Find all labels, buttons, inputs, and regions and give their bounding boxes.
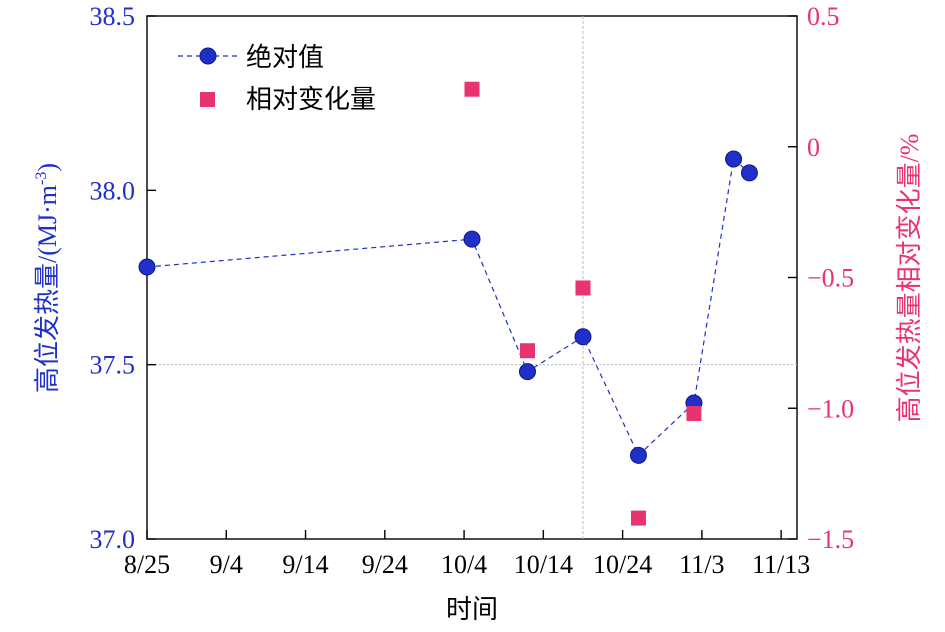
series-absolute-line	[146, 157, 750, 457]
series-absolute-point	[740, 164, 758, 182]
y-left-tick-label: 38.0	[90, 176, 136, 205]
legend-label-absolute: 绝对值	[246, 43, 324, 73]
series-relative-point	[686, 405, 702, 421]
x-tick-label: 10/24	[593, 550, 652, 579]
series-absolute-point	[463, 230, 481, 248]
x-tick-label: 11/3	[679, 550, 724, 579]
series-absolute-point	[138, 258, 156, 276]
y-axis-right: −1.5 −1.0 −0.5 0 0.5	[788, 2, 854, 554]
series-absolute	[138, 150, 758, 464]
y-left-tick-label: 37.5	[90, 351, 136, 380]
series-relative-point	[464, 81, 480, 97]
y-axis-left-title-close: )	[33, 163, 62, 172]
x-tick-label: 9/24	[362, 550, 408, 579]
x-tick-label: 8/25	[124, 550, 170, 579]
series-absolute-point	[629, 446, 647, 464]
x-tick-label: 9/14	[282, 550, 328, 579]
series-absolute-point	[574, 328, 592, 346]
x-tick-label: 11/13	[752, 550, 810, 579]
y-left-tick-label: 38.5	[90, 2, 136, 31]
y-right-tick-label: −1.0	[807, 394, 854, 423]
series-relative-point	[630, 510, 646, 526]
x-axis-title: 时间	[446, 595, 498, 624]
series-relative-point	[519, 343, 535, 359]
x-tick-label: 10/14	[514, 550, 573, 579]
x-tick-label: 9/4	[210, 550, 243, 579]
y-right-tick-label: −0.5	[807, 264, 854, 293]
series-absolute-point	[725, 150, 743, 168]
y-left-tick-label: 37.0	[90, 525, 136, 554]
y-axis-right-title: 高位发热量相对变化量/%	[895, 134, 924, 423]
series-relative	[464, 81, 702, 526]
legend-marker-relative	[200, 92, 215, 107]
y-right-tick-label: 0.5	[807, 2, 840, 31]
y-right-tick-label: −1.5	[807, 525, 854, 554]
y-axis-left: 37.0 37.5 38.0 38.5	[90, 2, 156, 554]
legend: 绝对值 相对变化量	[178, 43, 376, 115]
y-axis-left-title-main: 高位发热量/(MJ·m	[33, 185, 62, 393]
x-axis: 8/25 9/4 9/14 9/24 10/4 10/14 10/24 11/3 11/13	[124, 530, 810, 579]
series-absolute-point	[518, 363, 536, 381]
series-relative-point	[575, 280, 591, 296]
y-axis-left-title: 高位发热量/(MJ·m-3)	[33, 163, 62, 393]
y-axis-left-title-sup: -3	[33, 172, 50, 185]
legend-label-relative: 相对变化量	[246, 85, 376, 115]
y-right-tick-label: 0	[807, 133, 820, 162]
x-tick-label: 10/4	[441, 550, 487, 579]
legend-marker-absolute	[199, 47, 217, 65]
